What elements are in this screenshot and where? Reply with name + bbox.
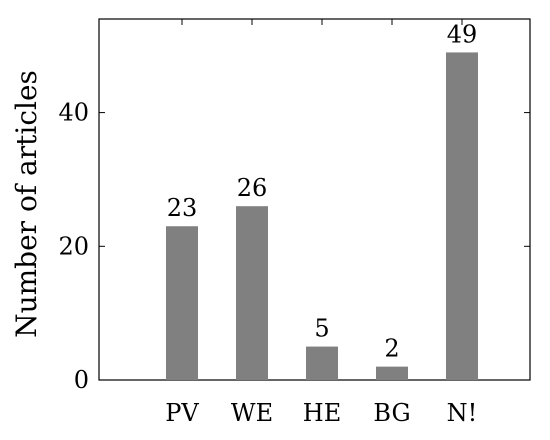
bar-pv — [166, 226, 198, 380]
bar-value-label: 5 — [314, 315, 329, 343]
bar-n — [446, 52, 478, 380]
y-axis-label: Number of articles — [10, 70, 43, 338]
bar-value-label: 26 — [237, 174, 268, 202]
bar-value-label: 49 — [447, 20, 478, 48]
bar-we — [236, 206, 268, 380]
bars-layer — [166, 52, 478, 380]
y-tick-label: 20 — [58, 232, 89, 260]
labels-layer: 0 20 40 23 PV 26 WE 5 HE 2 BG 49 N! — [58, 20, 477, 427]
bar-value-label: 23 — [167, 194, 198, 222]
y-tick-label: 40 — [58, 99, 89, 127]
x-tick-label: WE — [231, 399, 273, 427]
x-tick-label: PV — [165, 399, 199, 427]
bar-he — [306, 346, 338, 380]
x-tick-label: BG — [373, 399, 410, 427]
bar-value-label: 2 — [384, 335, 399, 363]
x-tick-label: HE — [303, 399, 341, 427]
bar-bg — [376, 366, 408, 380]
x-tick-label: N! — [447, 399, 478, 427]
y-tick-label: 0 — [74, 366, 89, 394]
